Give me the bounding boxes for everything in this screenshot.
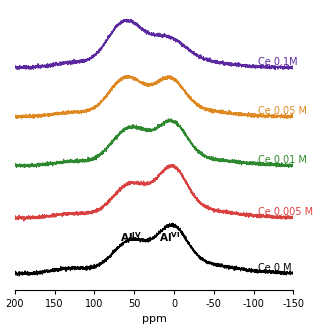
Text: Ce 0 M: Ce 0 M: [258, 263, 291, 273]
Text: Ce 0.1M: Ce 0.1M: [258, 57, 297, 67]
Text: Al$\mathregular{^{IV}}$: Al$\mathregular{^{IV}}$: [120, 231, 142, 245]
Text: Ce 0.005 M: Ce 0.005 M: [258, 207, 313, 217]
Text: Al$\mathregular{^{VI}}$: Al$\mathregular{^{VI}}$: [159, 231, 181, 245]
Text: Ce 0.05 M: Ce 0.05 M: [258, 106, 307, 116]
Text: Ce 0.01 M: Ce 0.01 M: [258, 155, 307, 165]
X-axis label: ppm: ppm: [142, 314, 166, 324]
